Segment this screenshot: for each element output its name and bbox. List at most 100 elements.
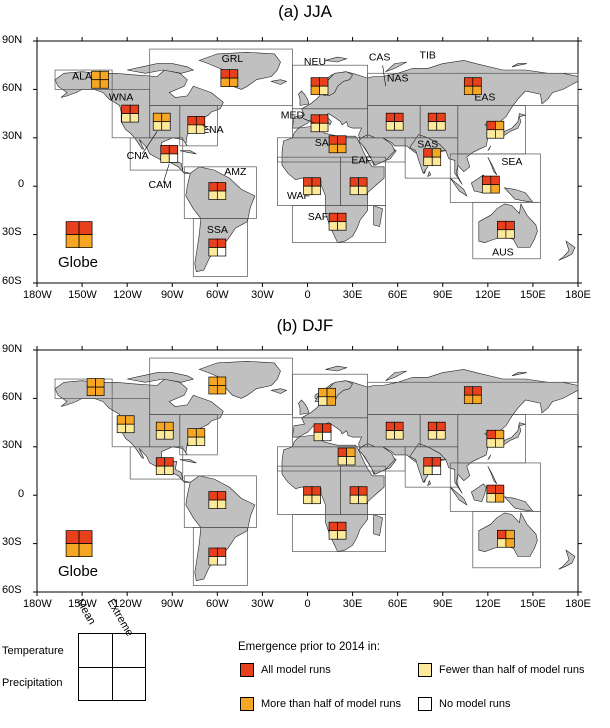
glyph-waf xyxy=(303,177,321,196)
region-label: CNA xyxy=(127,150,149,162)
landmass-taiwan xyxy=(487,454,492,460)
glyph-cell xyxy=(318,396,328,406)
glyph-cell xyxy=(463,77,474,87)
landmass-philippines xyxy=(487,157,498,176)
glyph-cell xyxy=(328,135,338,145)
glyph-cell xyxy=(78,221,93,235)
lon-label: 90E xyxy=(432,598,453,610)
glyph-cell xyxy=(322,431,332,442)
glyph-wna xyxy=(121,104,140,123)
glyph-globe xyxy=(65,221,93,248)
glyph-cell xyxy=(328,221,338,231)
glyph-cell xyxy=(319,77,329,87)
glyph-sas xyxy=(423,148,442,167)
glyph-eas xyxy=(486,120,505,139)
lon-label: 0 xyxy=(304,289,311,301)
panel-a-title: (a) JJA xyxy=(278,2,332,21)
region-box xyxy=(129,137,184,171)
region-label: CAS xyxy=(369,51,391,63)
glyph-cell xyxy=(168,145,179,155)
lon-label: 150W xyxy=(68,598,97,610)
region-label: EAF xyxy=(351,155,371,167)
lat-label: 0 xyxy=(18,178,25,190)
globe-label: Globe xyxy=(58,563,98,580)
glyph-cell xyxy=(497,538,507,548)
glyph-cell xyxy=(431,156,442,167)
lon-label: 90W xyxy=(160,289,184,301)
glyph-cell xyxy=(161,121,171,131)
glyph-cell xyxy=(216,385,227,395)
glyph-sea xyxy=(486,484,505,503)
glyph-cell xyxy=(152,112,163,123)
glyph-cell xyxy=(385,430,396,440)
glyph-cell xyxy=(319,114,329,124)
glyph-cell xyxy=(337,135,347,145)
legend-key-hdivider xyxy=(79,667,145,668)
glyph-aus xyxy=(497,220,515,239)
region-label: TIB xyxy=(420,50,436,62)
glyph-cell xyxy=(216,547,227,557)
glyph-cell xyxy=(328,530,338,540)
glyph-cell xyxy=(319,85,329,96)
glyph-cell xyxy=(310,77,320,87)
glyph-cell xyxy=(187,428,197,438)
glyph-cell xyxy=(187,436,197,446)
lon-label: 120E xyxy=(474,289,501,301)
region-box xyxy=(129,446,184,480)
glyph-eas xyxy=(486,429,505,448)
glyph-cell xyxy=(349,494,359,505)
lat-label: 60N xyxy=(2,82,23,94)
glyph-cell xyxy=(490,175,500,185)
glyph-cell xyxy=(385,421,396,432)
region-box xyxy=(292,514,386,553)
glyph-cell xyxy=(358,494,368,505)
glyph-cell xyxy=(505,229,515,239)
glyph-cna xyxy=(155,421,174,440)
lon-label: 120E xyxy=(474,598,501,610)
lon-label: 60E xyxy=(387,598,408,610)
glyph-med xyxy=(313,423,332,442)
glyph-cell xyxy=(216,247,227,257)
glyph-ena xyxy=(187,428,206,446)
glyph-cell xyxy=(164,457,174,467)
region-label: NAS xyxy=(387,72,409,84)
glyph-cam xyxy=(160,145,179,163)
glyph-cell xyxy=(208,547,218,557)
landmass-newZealand xyxy=(558,240,576,261)
glyph-cell xyxy=(311,185,321,196)
region-label: ALA xyxy=(72,71,92,83)
glyph-cell xyxy=(208,247,218,257)
glyph-cell xyxy=(220,69,230,79)
landmass-novayaZemlya xyxy=(385,61,407,72)
glyph-cell xyxy=(472,77,482,87)
glyph-cell xyxy=(195,124,206,134)
glyph-cell xyxy=(155,430,166,440)
lon-label: 60W xyxy=(206,598,229,610)
landmass-svalbard xyxy=(325,56,348,63)
glyph-ala xyxy=(91,70,109,89)
region-label: SEA xyxy=(501,156,522,168)
region-box xyxy=(192,527,248,586)
glyph-cell xyxy=(303,177,313,187)
glyph-cell xyxy=(65,543,80,557)
region-box xyxy=(192,218,248,277)
glyph-cell xyxy=(394,121,404,131)
glyph-cell xyxy=(494,484,505,494)
glyph-cell xyxy=(310,122,320,133)
lon-label: 180E xyxy=(565,598,591,610)
lon-label: 30E xyxy=(342,289,363,301)
glyph-cell xyxy=(385,112,396,123)
glyph-cell xyxy=(328,212,338,223)
glyph-cell xyxy=(472,386,482,396)
glyph-eaf xyxy=(349,486,368,505)
glyph-cell xyxy=(337,530,347,540)
glyph-cell xyxy=(152,121,163,131)
glyph-aus xyxy=(497,529,515,548)
glyph-med xyxy=(310,114,329,133)
glyph-cell xyxy=(394,112,404,123)
glyph-cell xyxy=(216,499,227,509)
glyph-cell xyxy=(337,456,347,466)
glyph-cell xyxy=(208,385,218,395)
glyph-cam xyxy=(155,457,174,476)
glyph-globe xyxy=(65,530,93,557)
